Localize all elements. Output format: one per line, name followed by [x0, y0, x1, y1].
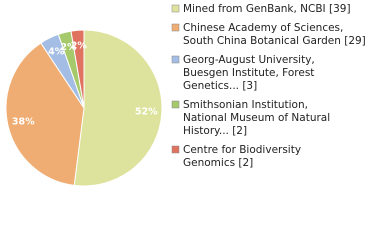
legend-label: Genomics [2] — [183, 157, 253, 169]
legend-label: Smithsonian Institution, — [183, 99, 308, 111]
pie-slice — [70, 29, 85, 109]
legend-label: Genetics... [3] — [183, 80, 257, 92]
slice-label: 2% — [60, 42, 77, 53]
legend-swatch — [171, 23, 180, 32]
legend-label: Mined from GenBank, NCBI [39] — [183, 3, 351, 15]
legend-label: Buesgen Institute, Forest — [183, 67, 314, 79]
legend-label: Georg-August University, — [183, 54, 315, 66]
legend-label: Chinese Academy of Sciences, — [183, 22, 343, 34]
slice-label: 2% — [71, 40, 88, 51]
pie-slice — [73, 29, 163, 187]
pie-slice — [5, 42, 85, 186]
slice-label: 4% — [48, 47, 65, 58]
legend-swatch — [171, 100, 180, 109]
legend-swatch — [171, 55, 180, 64]
legend-label: History... [2] — [183, 125, 247, 137]
legend-label: Centre for Biodiversity — [183, 144, 301, 156]
legend-label: South China Botanical Garden [29] — [183, 35, 366, 47]
legend-label: National Museum of Natural — [183, 112, 330, 124]
slice-label: 38% — [12, 117, 35, 128]
legend-swatch — [171, 4, 180, 13]
slice-label: 52% — [135, 106, 158, 117]
legend-swatch — [171, 145, 180, 154]
